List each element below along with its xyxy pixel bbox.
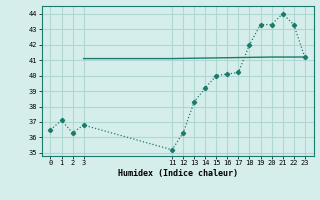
X-axis label: Humidex (Indice chaleur): Humidex (Indice chaleur) bbox=[118, 169, 237, 178]
